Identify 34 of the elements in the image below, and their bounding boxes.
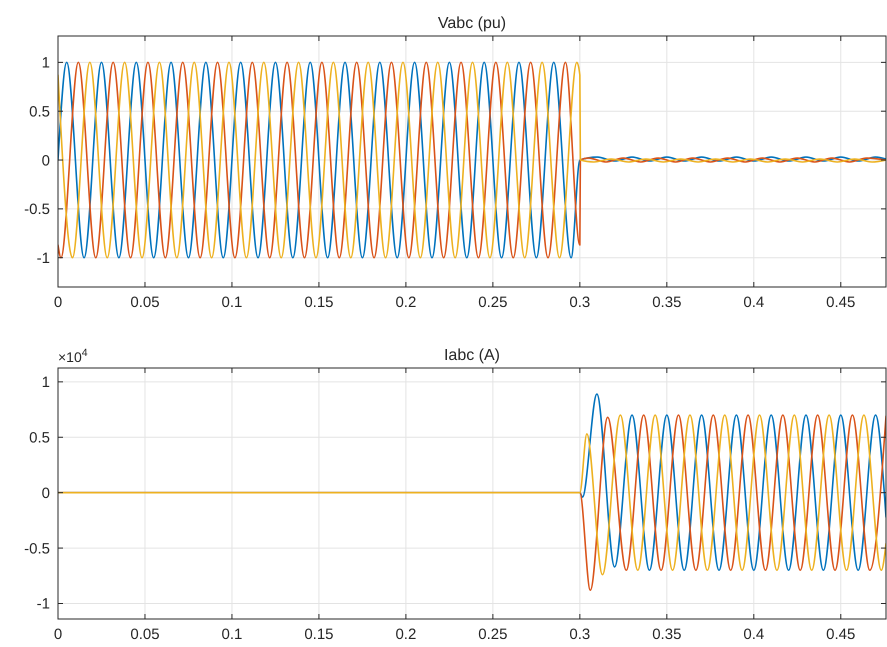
x-tick-label: 0.25 — [478, 626, 508, 643]
y-tick-label: 0.5 — [29, 430, 50, 447]
y-tick-label: 0.5 — [29, 103, 50, 120]
y-tick-label: -0.5 — [24, 540, 50, 558]
x-tick-label: 0.35 — [652, 626, 682, 643]
x-tick-label: 0 — [54, 626, 62, 643]
x-tick-label: 0.4 — [743, 626, 764, 643]
y-tick-label: 0 — [42, 484, 50, 502]
y-tick-label: 0 — [42, 152, 50, 170]
x-tick-label: 0.15 — [304, 626, 334, 643]
x-tick-label: 0.2 — [395, 294, 416, 311]
chart-title: Vabc (pu) — [438, 15, 506, 32]
x-tick-label: 0.25 — [478, 294, 508, 311]
y-tick-label: -1 — [36, 596, 50, 613]
x-tick-label: 0.15 — [304, 294, 334, 311]
x-tick-label: 0.2 — [395, 626, 416, 643]
x-tick-label: 0.3 — [569, 626, 590, 643]
y-tick-label: 1 — [42, 54, 50, 72]
y-tick-label: -1 — [36, 250, 50, 267]
x-tick-label: 0.1 — [222, 626, 242, 643]
x-tick-label: 0.35 — [652, 294, 682, 311]
y-tick-label: -0.5 — [24, 201, 50, 218]
x-tick-label: 0.05 — [130, 294, 160, 311]
x-tick-label: 0 — [54, 294, 62, 311]
x-tick-label: 0.1 — [222, 294, 242, 311]
x-tick-label: 0.45 — [826, 626, 856, 643]
x-tick-label: 0.45 — [826, 294, 856, 311]
line-series — [58, 62, 886, 258]
text: ×10$^{4}$ — [58, 347, 88, 365]
x-tick-label: 0.3 — [569, 294, 590, 311]
y-tick-label: 1 — [42, 374, 50, 392]
x-tick-label: 0.4 — [743, 294, 764, 311]
x-tick-label: 0.05 — [130, 626, 160, 643]
chart-title: Iabc (A) — [444, 347, 500, 364]
